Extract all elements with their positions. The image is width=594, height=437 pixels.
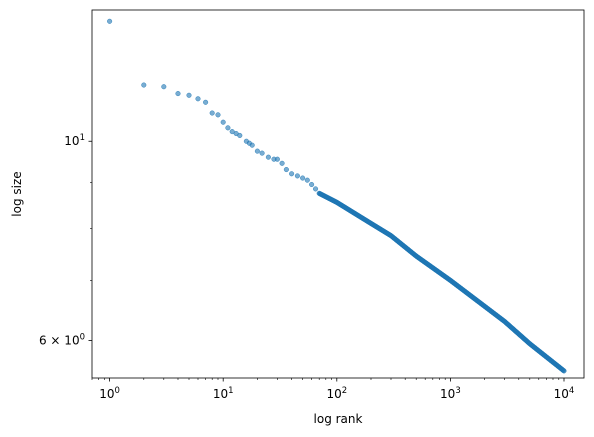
data-point: [186, 92, 192, 98]
data-point: [300, 175, 306, 181]
data-point: [225, 125, 231, 131]
y-axis-ticks: 101 6 × 100: [39, 133, 92, 347]
data-point: [289, 171, 295, 177]
data-point: [561, 368, 567, 374]
data-point: [309, 181, 315, 188]
plot-frame: [91, 9, 585, 379]
data-point: [294, 173, 300, 179]
x-axis-ticks: 100 101 102 103 104: [91, 378, 575, 401]
data-point: [274, 156, 280, 162]
data-point: [107, 18, 113, 24]
y-tick-label: 6 × 100: [39, 332, 85, 347]
data-point: [215, 112, 221, 118]
x-tick-label: 100: [99, 386, 120, 401]
data-point: [265, 154, 271, 160]
y-tick-label: 101: [64, 133, 85, 148]
data-point: [312, 186, 319, 192]
x-tick-label: 102: [326, 386, 347, 401]
data-point: [220, 119, 226, 125]
data-point: [161, 84, 167, 90]
x-axis-label: log rank: [314, 412, 363, 426]
y-axis-label: log size: [10, 171, 24, 216]
data-point: [279, 160, 285, 166]
data-point: [195, 96, 201, 102]
data-point: [283, 167, 289, 173]
data-point: [175, 91, 181, 97]
data-point: [141, 82, 147, 88]
x-tick-label: 104: [554, 386, 575, 401]
data-point: [254, 148, 260, 154]
data-point: [249, 142, 255, 148]
data-point: [209, 110, 215, 116]
x-tick-label: 103: [440, 386, 461, 401]
data-point: [237, 132, 243, 138]
x-tick-label: 101: [213, 386, 234, 401]
data-point: [259, 150, 265, 156]
data-points: [107, 18, 567, 374]
data-point: [304, 177, 310, 183]
data-point: [203, 99, 209, 105]
